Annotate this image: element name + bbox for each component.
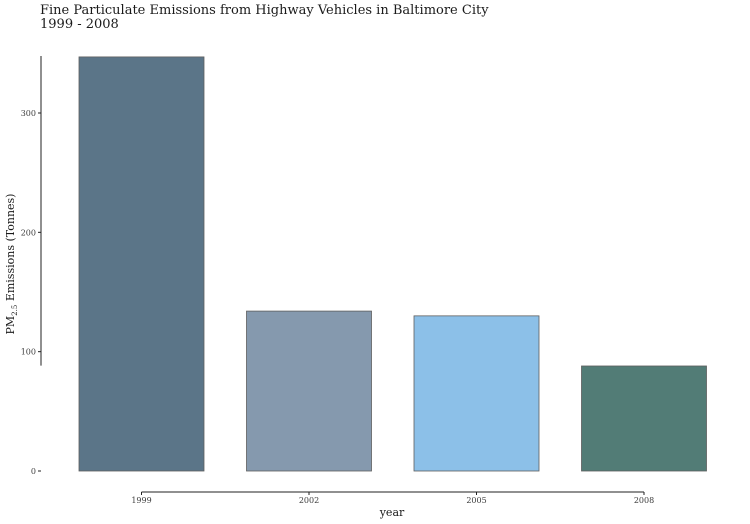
y-tick-label: 0 — [31, 467, 36, 476]
x-tick-label: 2002 — [299, 496, 319, 505]
y-axis-title: PM2.5 Emissions (Tonnes) — [4, 194, 19, 335]
bar-2002 — [246, 310, 372, 472]
y-ticks-group: 0 100 200 300 — [21, 109, 41, 476]
y-tick-label: 100 — [21, 348, 36, 357]
x-tick-label: 2008 — [634, 496, 654, 505]
chart-title: Fine Particulate Emissions from Highway … — [40, 3, 489, 18]
bar-2008 — [581, 365, 707, 472]
x-ticks-group: 1999 2002 2005 2008 — [131, 492, 654, 505]
x-tick-label: 2005 — [466, 496, 486, 505]
y-axis-title-main: PM — [4, 316, 17, 335]
y-axis-title-rest: Emissions (Tonnes) — [4, 194, 17, 305]
bar-2005 — [413, 315, 540, 472]
chart-title-block: Fine Particulate Emissions from Highway … — [40, 4, 489, 32]
chart-subtitle: 1999 - 2008 — [40, 17, 119, 32]
bars-group — [78, 56, 707, 472]
bar-1999 — [78, 56, 205, 472]
y-tick-label: 200 — [21, 228, 36, 237]
x-tick-label: 1999 — [131, 496, 151, 505]
y-axis-title-subscript: 2.5 — [11, 305, 19, 316]
y-tick-label: 300 — [21, 109, 36, 118]
x-axis-title: year — [379, 506, 405, 519]
